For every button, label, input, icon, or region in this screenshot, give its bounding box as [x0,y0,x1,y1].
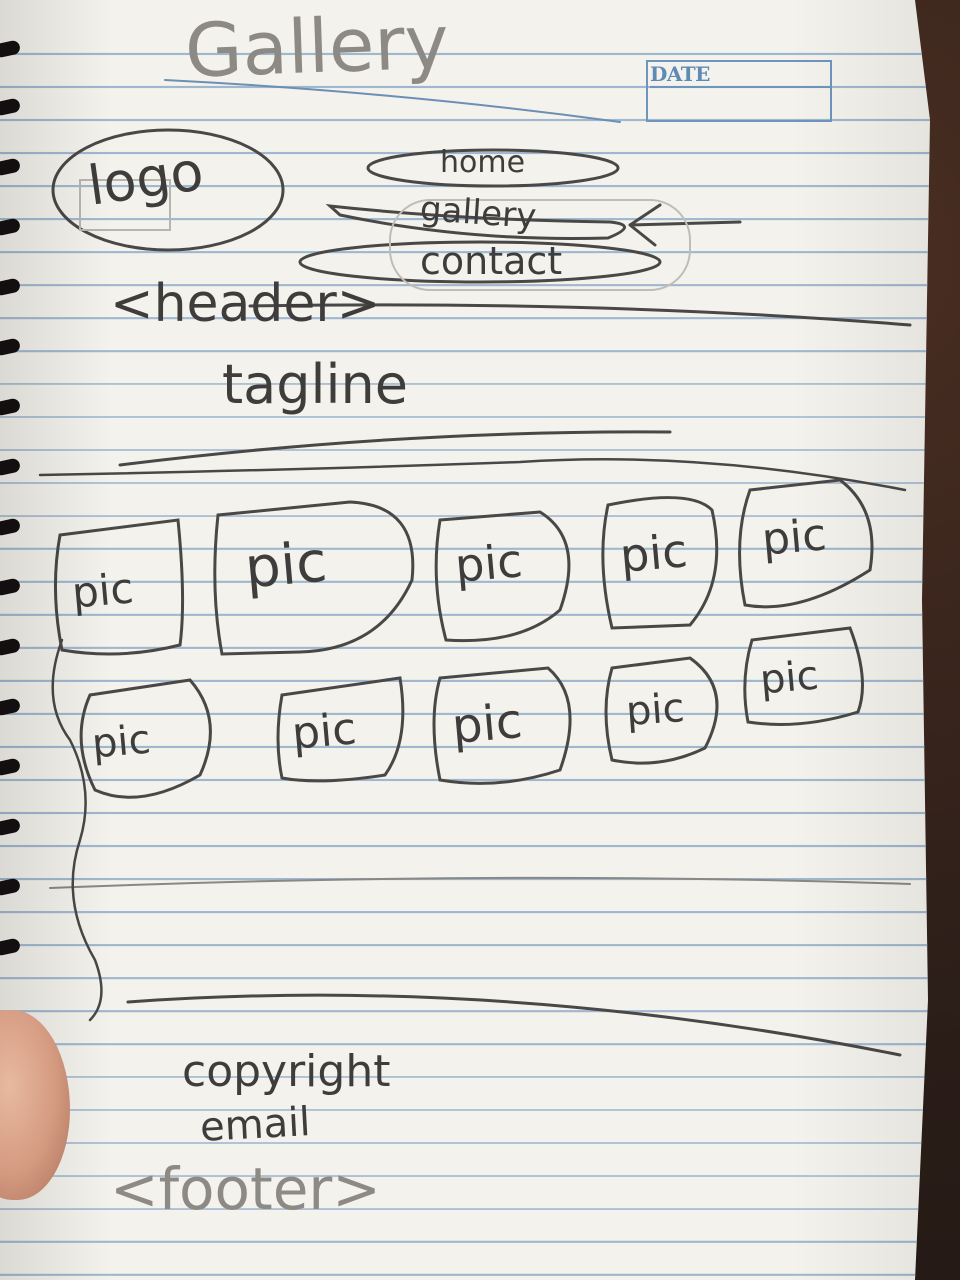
pic-frame [276,676,405,783]
nav-pill-gallery [325,204,626,241]
header-separator [248,303,912,327]
pic-frame [53,518,185,656]
pic-frame [743,626,864,726]
pic-frame [213,500,415,656]
pic-frame [601,496,719,630]
footer-label: <footer> [110,1155,381,1223]
pencil-sketch-strokes [38,79,912,1057]
tagline-text: tagline [222,353,408,416]
nav-pill-home [366,148,620,188]
nav-link-gallery: gallery [418,188,538,238]
header-label: <header> [110,274,381,334]
tagline-separator [118,430,672,467]
pic-label: pic [449,693,525,755]
page-heading: Gallery [183,0,450,95]
pic-label: pic [617,523,690,583]
pic-label: pic [69,563,136,618]
heading-underline [164,79,621,123]
pic-label: pic [758,652,821,704]
footer-email: email [198,1099,312,1151]
pic-label: pic [452,533,525,593]
logo-text: logo [84,139,208,218]
pic-frame [432,666,572,785]
nav-link-home: home [440,145,526,180]
footer-copyright: copyright [182,1046,391,1097]
pic-label: pic [242,529,330,602]
pic-frame [79,678,212,799]
date-label: DATE [650,62,832,88]
date-box: DATE [646,60,832,122]
pic-label: pic [289,703,359,760]
footer-separator [126,993,902,1057]
pic-frame [738,478,874,609]
notebook-page: DATE [0,0,930,1280]
pic-label: pic [624,685,687,735]
pic-label: pic [90,716,153,768]
pic-frame [604,656,719,765]
arrow-icon [628,203,742,247]
logo-outline [51,128,285,252]
pic-frame [434,510,571,643]
nav-pill-contact [298,240,662,284]
pic-label: pic [759,509,829,566]
nav-link-contact: contact [420,239,563,283]
